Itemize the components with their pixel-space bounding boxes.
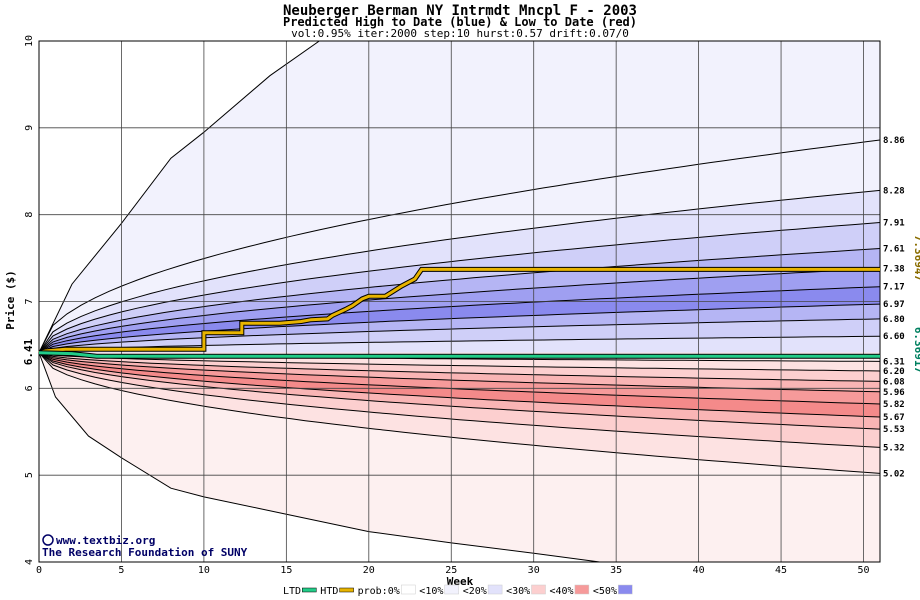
legend-label: <20% — [463, 586, 487, 597]
ltd-end-value: 6.36917 — [912, 327, 920, 373]
x-tick-label: 30 — [528, 565, 540, 576]
grid — [38, 40, 881, 563]
y-tick-label: 9 — [24, 125, 35, 131]
series-line-ltd — [38, 351, 880, 358]
band-end-label: 5.32 — [883, 443, 905, 453]
band-boundary-line — [39, 303, 880, 354]
series-line-htd — [38, 267, 880, 355]
band-end-label: 6.80 — [883, 315, 905, 325]
x-tick-label: 5 — [118, 565, 124, 576]
band-end-label: 7.38 — [883, 265, 905, 275]
legend-label: <30% — [506, 586, 530, 597]
legend-label: prob:0% — [358, 586, 400, 597]
band-end-label: 7.91 — [883, 218, 905, 228]
band-end-label: 6.97 — [883, 300, 905, 310]
band-boundary-line — [39, 268, 880, 354]
chart-title: Neuberger Berman NY Intrmdt Mncpl F - 20… — [283, 3, 637, 19]
x-tick-label: 40 — [693, 565, 705, 576]
band-end-label: 6.08 — [883, 377, 905, 387]
band-end-label: 5.02 — [883, 469, 905, 479]
x-tick-label: 20 — [363, 565, 375, 576]
legend-label: <50% — [593, 586, 617, 597]
band-boundary-line — [39, 335, 880, 354]
series-lines — [38, 266, 880, 359]
band-boundary-line — [39, 139, 880, 353]
band-boundary-line — [39, 352, 880, 430]
x-tick-label: 25 — [445, 565, 457, 576]
band-end-label: 6.20 — [883, 367, 905, 377]
legend-swatch — [487, 584, 503, 595]
y-tick-label: 7 — [24, 298, 35, 304]
band-end-label: 7.61 — [883, 245, 905, 255]
upper-envelope-line — [39, 41, 320, 353]
legend-label: <10% — [419, 586, 443, 597]
band-end-label: 8.28 — [883, 186, 905, 196]
band-end-labels: 8.86 8.28 7.91 7.61 7.38 7.17 6.97 6.80 6.60 6.31… — [883, 136, 905, 479]
band-end-label: 6.60 — [883, 332, 905, 342]
htd-end-value: 7.36947 — [912, 235, 920, 281]
credit-org: The Research Foundation of SUNY — [42, 546, 248, 559]
start-price-label: 6.41 — [22, 338, 35, 365]
band-end-label: 5.53 — [883, 425, 905, 435]
band-end-label: 5.82 — [883, 400, 905, 410]
y-tick-label: 6 — [24, 385, 35, 391]
band-boundary-line — [39, 286, 880, 354]
band-boundary-line — [39, 248, 880, 354]
legend: LTD HTD prob:0% <10% <20% <30% <40% <50% — [283, 584, 633, 597]
band-boundary-line — [39, 318, 880, 354]
legend-swatch — [444, 584, 459, 595]
legend-label: HTD — [320, 586, 338, 597]
band-end-label: 6.31 — [883, 357, 905, 367]
x-tick-label: 0 — [36, 565, 42, 576]
x-tick-label: 10 — [198, 565, 210, 576]
band-end-label: 5.96 — [883, 388, 905, 398]
band-boundary-line — [39, 189, 880, 354]
credit: www.textbiz.org The Research Foundation … — [42, 534, 248, 559]
band-end-label: 8.86 — [883, 136, 905, 146]
x-tick-label: 45 — [775, 565, 787, 576]
legend-label: <40% — [550, 586, 574, 597]
x-tick-label: 15 — [280, 565, 292, 576]
copyright-icon — [42, 534, 54, 546]
high-band-8 — [39, 336, 880, 353]
legend-swatch — [574, 584, 590, 595]
legend-swatch — [302, 587, 317, 593]
band-boundary-line — [39, 352, 880, 448]
band-boundary-line — [39, 352, 880, 382]
x-tick-label: 35 — [610, 565, 622, 576]
legend-swatch — [339, 587, 354, 593]
legend-label: LTD — [283, 586, 301, 597]
band-end-label: 7.17 — [883, 283, 905, 293]
band-boundary-line — [39, 352, 880, 418]
y-tick-label: 10 — [24, 35, 35, 47]
band-boundary-line — [39, 352, 880, 372]
y-tick-label: 4 — [24, 559, 35, 565]
band-boundary-line — [39, 352, 880, 474]
x-tick-label: 50 — [857, 565, 869, 576]
y-tick-label: 8 — [24, 212, 35, 218]
plot-frame — [38, 40, 881, 563]
y-tick-label: 5 — [24, 472, 35, 478]
chart-subtitle: Predicted High to Date (blue) & Low to D… — [283, 15, 637, 29]
legend-swatch — [531, 584, 546, 595]
band-boundary-line — [39, 352, 880, 405]
credit-url[interactable]: www.textbiz.org — [56, 534, 155, 547]
band-boundary-line — [39, 222, 880, 354]
legend-swatch — [618, 584, 633, 595]
legend-swatch — [401, 584, 416, 595]
band-end-label: 5.67 — [883, 413, 905, 423]
chart-params: vol:0.95% iter:2000 step:10 hurst:0.57 d… — [291, 27, 629, 40]
y-axis-label: Price ($) — [4, 270, 17, 330]
